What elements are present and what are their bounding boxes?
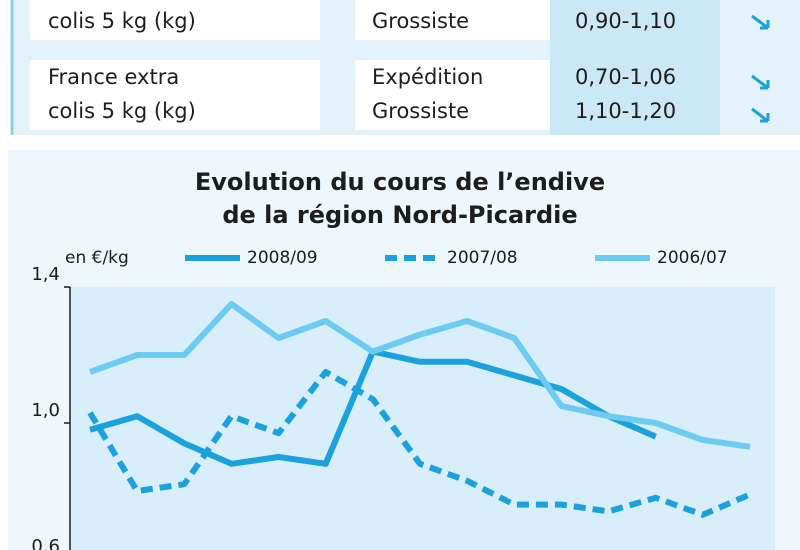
market: Grossiste <box>372 99 469 123</box>
arrow-down <box>751 14 770 30</box>
product: colis 5 kg (kg) <box>48 99 196 123</box>
price-column <box>550 0 720 135</box>
cell <box>355 60 550 130</box>
chart-title: Evolution du cours de l’endive <box>195 168 605 196</box>
legend-label: 2008/09 <box>247 248 318 268</box>
cell <box>355 0 550 40</box>
y-tick-label: 1,0 <box>31 400 60 421</box>
cell <box>30 0 320 40</box>
y-tick-label: 1,4 <box>31 264 60 285</box>
chart-title: de la région Nord-Picardie <box>222 201 577 229</box>
trend-arrows <box>751 14 770 123</box>
y-axis-label: en €/kg <box>65 248 129 268</box>
market: Expédition <box>372 65 483 89</box>
series-line <box>88 301 751 450</box>
arrow-down <box>751 107 770 123</box>
price: 0,70-1,06 <box>575 65 676 89</box>
legend-label: 2007/08 <box>447 248 518 268</box>
plot-area <box>70 287 775 550</box>
cell <box>30 60 320 130</box>
arrow-down <box>751 74 770 90</box>
product: colis 5 kg (kg) <box>48 9 196 33</box>
y-tick-label: 0,6 <box>31 536 60 550</box>
product: France extra <box>48 65 179 89</box>
series-line <box>87 369 752 518</box>
price: 0,90-1,10 <box>575 9 676 33</box>
market: Grossiste <box>372 9 469 33</box>
price: 1,10-1,20 <box>575 99 676 123</box>
legend-label: 2006/07 <box>657 248 728 268</box>
